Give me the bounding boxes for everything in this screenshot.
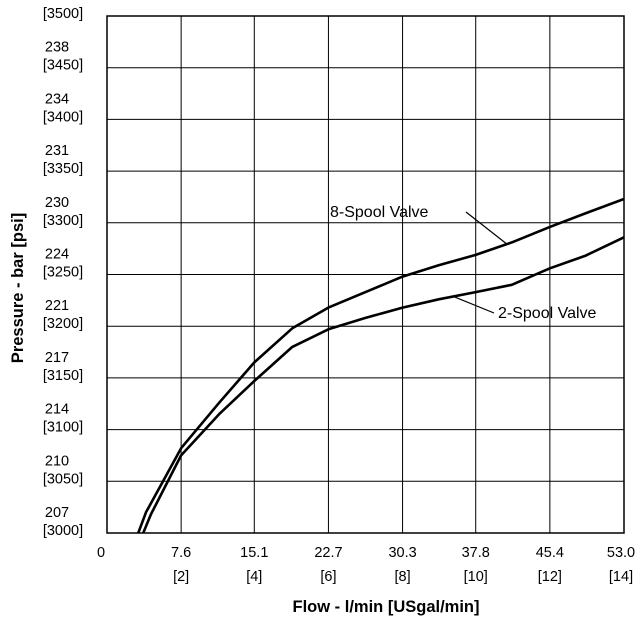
y-tick-sublabel: [3500] (43, 6, 83, 22)
y-tick: 210 [3050] (43, 453, 83, 487)
y-tick: 224 [3250] (43, 247, 83, 281)
x-tick: 22.7 [6] (314, 545, 342, 585)
y-tick-label: 207 (45, 505, 69, 521)
x-tick: 30.3 [8] (388, 545, 416, 585)
y-tick: 221 [3200] (43, 298, 83, 332)
y-tick-sublabel: [3450] (43, 58, 83, 74)
y-tick-label: 224 (45, 247, 69, 263)
y-tick-label: 210 (45, 453, 69, 469)
x-axis-ticks: 0 7.6 [2] 15.1 [4] 22.7 [6] 30.3 [8] 37.8 [10] 45.4… (97, 545, 635, 585)
y-axis-title: Pressure - bar [psi] (9, 213, 27, 363)
x-tick-label: 7.6 (171, 545, 191, 561)
x-tick-label: 30.3 (388, 545, 416, 561)
x-tick-sublabel: [14] (609, 569, 633, 585)
leader-line-eight-spool (465, 211, 508, 245)
series-label-two-spool: 2-Spool Valve (498, 305, 597, 322)
y-tick-sublabel: [3150] (43, 368, 83, 384)
x-tick: 45.4 [12] (536, 545, 564, 585)
x-tick-sublabel: [10] (464, 569, 488, 585)
y-tick-sublabel: [3400] (43, 109, 83, 125)
x-tick-sublabel: [8] (395, 569, 411, 585)
series-group (136, 197, 624, 533)
x-tick-sublabel: [2] (173, 569, 189, 585)
plot-frame (106, 15, 625, 534)
y-tick-sublabel: [3000] (43, 523, 83, 539)
y-tick-label: 231 (45, 143, 69, 159)
x-tick-sublabel: [6] (320, 569, 336, 585)
y-tick: 207 [3000] (43, 505, 83, 539)
series-label-eight-spool: 8-Spool Valve (330, 204, 429, 221)
y-tick-label: 230 (45, 195, 69, 211)
y-tick: 238 [3450] (43, 40, 83, 74)
x-tick-sublabel: [12] (538, 569, 562, 585)
series-callouts: 8-Spool Valve 2-Spool Valve (330, 204, 597, 322)
x-tick-sublabel: [4] (246, 569, 262, 585)
x-tick-label: 53.0 (607, 545, 635, 561)
callout-two-spool: 2-Spool Valve (453, 295, 597, 322)
y-tick: 214 [3100] (43, 402, 83, 436)
x-axis-title: Flow - l/min [USgal/min] (293, 598, 480, 616)
y-tick-sublabel: [3200] (43, 316, 83, 332)
y-tick-label: 234 (45, 91, 69, 107)
callout-eight-spool: 8-Spool Valve (330, 204, 508, 245)
series-line-two-spool (141, 236, 624, 533)
x-tick: 7.6 [2] (171, 545, 191, 585)
x-tick: 37.8 [10] (462, 545, 490, 585)
y-tick-label: 217 (45, 350, 69, 366)
y-tick-label: 221 (45, 298, 69, 314)
y-tick-label: 238 (45, 40, 69, 56)
y-tick: 217 [3150] (43, 350, 83, 384)
y-tick-sublabel: [3350] (43, 161, 83, 177)
x-tick-label: 22.7 (314, 545, 342, 561)
grid (107, 16, 624, 533)
x-tick: 53.0 [14] (607, 545, 635, 585)
y-tick-label: 241 (45, 0, 69, 4)
y-tick-label: 214 (45, 402, 69, 418)
y-tick-sublabel: [3250] (43, 265, 83, 281)
x-tick: 0 (97, 545, 105, 561)
y-tick-sublabel: [3300] (43, 213, 83, 229)
y-tick-sublabel: [3100] (43, 420, 83, 436)
y-tick: 241 [3500] (43, 0, 83, 22)
x-tick-label: 37.8 (462, 545, 490, 561)
leader-line-two-spool (453, 295, 495, 314)
x-tick: 15.1 [4] (240, 545, 268, 585)
y-tick: 230 [3300] (43, 195, 83, 229)
y-tick: 234 [3400] (43, 91, 83, 125)
x-tick-label: 15.1 (240, 545, 268, 561)
x-tick-label: 45.4 (536, 545, 564, 561)
y-tick: 231 [3350] (43, 143, 83, 177)
x-tick-label: 0 (97, 545, 105, 561)
y-tick-sublabel: [3050] (43, 471, 83, 487)
y-axis-ticks: 207 [3000] 210 [3050] 214 [3100] 217 [3150] 221 [… (43, 0, 83, 539)
series-line-eight-spool (136, 197, 624, 533)
